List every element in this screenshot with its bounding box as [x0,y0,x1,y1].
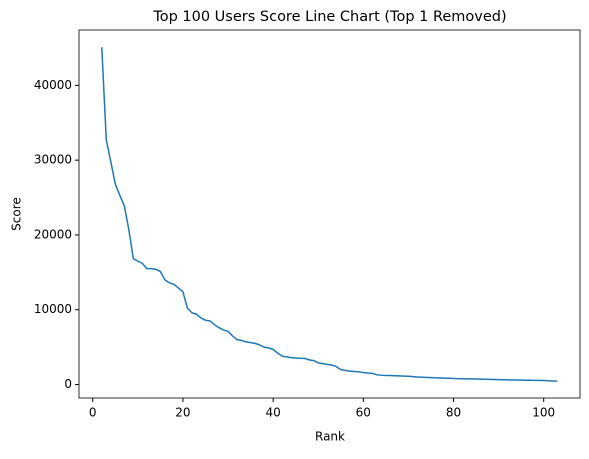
plot-frame [78,29,581,399]
x-tick-label: 80 [446,406,461,420]
x-axis-label: Rank [315,430,345,444]
y-tick-label: 0 [64,377,72,391]
y-tick-label: 10000 [34,302,72,316]
x-tick-label: 40 [265,406,280,420]
x-tick-label: 60 [356,406,371,420]
x-tick-label: 0 [89,406,97,420]
x-tick-label: 20 [175,406,190,420]
chart-title: Top 100 Users Score Line Chart (Top 1 Re… [152,9,506,25]
x-tick-label: 100 [532,406,555,420]
line [101,47,558,382]
y-tick-label: 40000 [34,78,72,92]
y-axis-label: Score [10,197,24,231]
y-tick-label: 30000 [34,153,72,167]
y-tick-label: 20000 [34,227,72,241]
